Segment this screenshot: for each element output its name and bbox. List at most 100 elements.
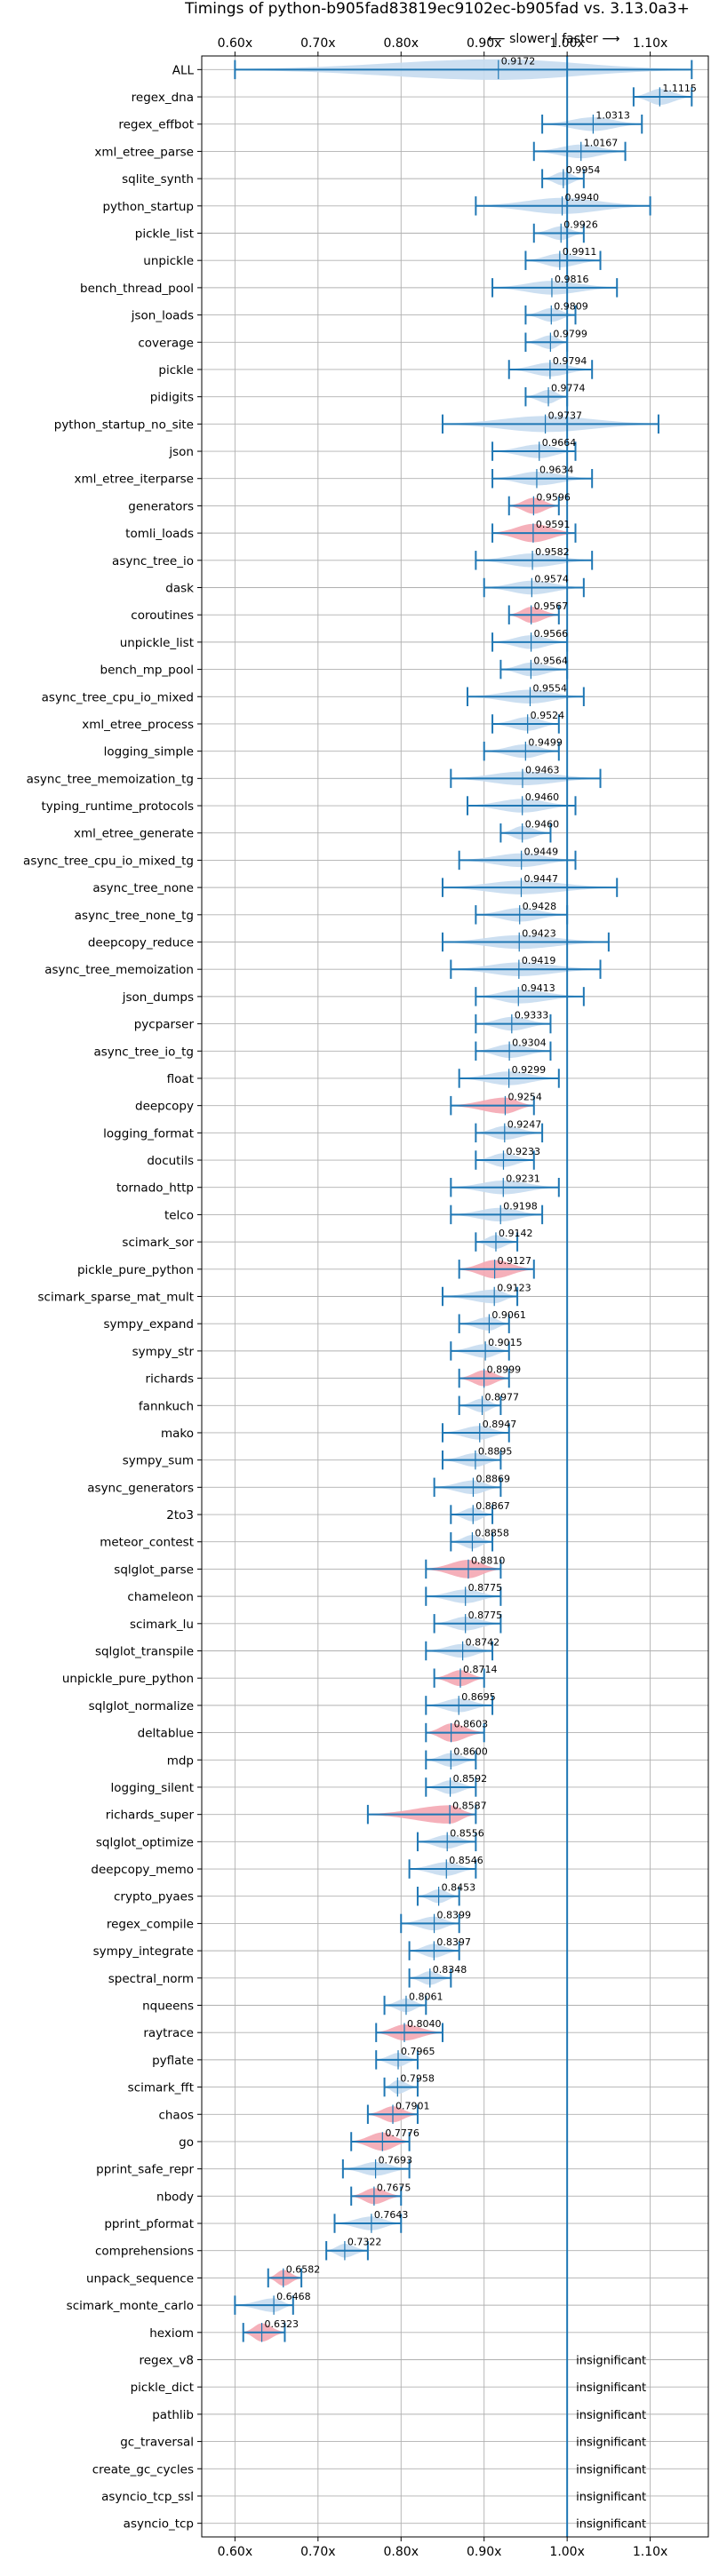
benchmark-label: sympy_str xyxy=(132,1345,195,1359)
value-label: 0.9809 xyxy=(554,301,588,313)
x-tick-label-top: 0.90x xyxy=(467,36,501,51)
insignificant-label: insignificant xyxy=(576,2381,646,2395)
benchmark-label: regex_compile xyxy=(107,1917,194,1931)
plot-frame xyxy=(201,55,709,2538)
benchmark-label: bench_thread_pool xyxy=(80,282,194,296)
insignificant-label: insignificant xyxy=(576,2409,646,2422)
value-label: 0.9564 xyxy=(533,656,568,667)
value-label: 0.8399 xyxy=(437,1909,472,1920)
insignificant-label: insignificant xyxy=(576,2518,646,2532)
value-label: 0.9198 xyxy=(503,1200,538,1212)
value-label: 0.9172 xyxy=(501,55,536,67)
value-label: 0.9304 xyxy=(512,1037,547,1048)
value-label: 0.8895 xyxy=(478,1446,513,1458)
benchmark-label: tomli_loads xyxy=(125,527,194,541)
benchmark-label: json xyxy=(168,445,194,459)
value-label: 0.9737 xyxy=(548,409,583,421)
value-label: 0.9566 xyxy=(534,628,569,640)
benchmark-label: logging_silent xyxy=(111,1781,194,1795)
benchmark-label: chameleon xyxy=(127,1590,194,1604)
benchmark-label: sqlglot_optimize xyxy=(96,1835,194,1849)
benchmark-label: deepcopy_reduce xyxy=(88,936,194,950)
x-tick-label-bottom: 0.90x xyxy=(467,2545,501,2559)
value-label: 0.9428 xyxy=(523,901,557,912)
benchmark-label: xml_etree_process xyxy=(82,718,194,732)
benchmark-label: typing_runtime_protocols xyxy=(42,799,195,814)
benchmark-label: unpickle xyxy=(143,254,194,268)
benchmark-label: async_tree_io_tg xyxy=(93,1045,194,1059)
value-label: 0.9123 xyxy=(497,1283,531,1294)
violins xyxy=(235,59,692,2342)
benchmark-label: pickle_pure_python xyxy=(77,1263,194,1277)
benchmark-label: regex_v8 xyxy=(139,2354,194,2368)
value-label: 0.9911 xyxy=(563,246,597,258)
benchmark-label: async_tree_memoization xyxy=(44,963,194,977)
benchmark-label: xml_etree_iterparse xyxy=(75,473,195,487)
value-label: 0.9142 xyxy=(499,1228,533,1239)
benchmark-label: nqueens xyxy=(142,2000,194,2014)
value-label: 0.9463 xyxy=(525,764,560,775)
benchmark-label: nbody xyxy=(156,2190,194,2204)
value-label: 1.1115 xyxy=(662,83,697,94)
value-label: 0.6468 xyxy=(276,2291,311,2302)
value-label: 0.6323 xyxy=(265,2318,300,2330)
benchmark-label: pathlib xyxy=(152,2408,194,2422)
benchmark-label: richards_super xyxy=(106,1809,195,1823)
benchmark-label: deltablue xyxy=(138,1727,194,1741)
x-tick-label-top: 1.10x xyxy=(633,36,667,51)
benchmark-label: async_tree_cpu_io_mixed xyxy=(42,690,194,704)
benchmark-label: async_tree_cpu_io_mixed_tg xyxy=(23,854,194,868)
x-tick-label-top: 0.80x xyxy=(384,36,419,51)
benchmark-label: sympy_integrate xyxy=(93,1944,194,1959)
benchmark-label: async_tree_memoization_tg xyxy=(27,772,194,786)
benchmark-label: sympy_sum xyxy=(123,1454,194,1468)
benchmark-label: bench_mp_pool xyxy=(100,664,194,678)
x-tick-label-bottom: 0.70x xyxy=(300,2545,335,2559)
value-label: 0.9574 xyxy=(534,574,569,585)
value-label: 0.8695 xyxy=(461,1691,496,1703)
benchmark-label: unpack_sequence xyxy=(86,2271,194,2286)
benchmark-label: async_tree_none xyxy=(92,881,194,895)
benchmark-label: meteor_contest xyxy=(100,1536,194,1550)
benchmark-label: tornado_http xyxy=(116,1181,194,1196)
value-label: 0.9449 xyxy=(524,846,559,857)
value-label: 1.0167 xyxy=(584,137,619,148)
benchmark-label: sqlglot_normalize xyxy=(89,1699,194,1713)
value-label: 0.9127 xyxy=(498,1255,532,1267)
chart-title: Timings of python-b905fad83819ec9102ec-b… xyxy=(184,0,690,18)
value-label: 0.7322 xyxy=(348,2237,382,2248)
benchmark-label: regex_effbot xyxy=(118,118,194,132)
benchmark-label: chaos xyxy=(158,2108,194,2122)
value-label: 0.9254 xyxy=(507,1092,542,1103)
value-label: 0.9460 xyxy=(525,819,560,831)
value-label: 0.9634 xyxy=(539,465,574,476)
value-label: 0.9233 xyxy=(506,1146,540,1157)
value-label: 0.9061 xyxy=(491,1309,526,1321)
benchmark-label: mdp xyxy=(167,1753,194,1768)
benchmark-label: sqlite_synth xyxy=(122,172,194,187)
value-label: 0.8587 xyxy=(452,1801,487,1812)
x-tick-label-bottom: 0.80x xyxy=(384,2545,419,2559)
x-tick-labels: 0.60x 0.60x 0.70x 0.70x 0.80x 0.80x 0.90x 0.90x… xyxy=(218,36,668,2559)
value-label: 0.9423 xyxy=(522,928,556,940)
value-label: 0.9554 xyxy=(532,682,567,694)
benchmark-label: python_startup_no_site xyxy=(54,417,194,432)
insignificant-label: insignificant xyxy=(576,2355,646,2368)
benchmark-label: pidigits xyxy=(150,391,194,405)
benchmark-label: pprint_safe_repr xyxy=(96,2163,194,2177)
value-label: 0.9794 xyxy=(553,355,587,367)
benchmark-label: mako xyxy=(161,1427,194,1441)
direction-label: ⟵ slower | faster ⟶ xyxy=(488,32,620,46)
value-label: 0.7901 xyxy=(395,2100,430,2111)
value-label: 0.8348 xyxy=(433,1964,467,1976)
benchmark-label: fannkuch xyxy=(139,1399,194,1413)
value-label: 0.9582 xyxy=(535,546,570,558)
value-label: 0.9940 xyxy=(565,192,600,203)
benchmark-label: unpickle_list xyxy=(120,636,194,650)
value-label: 0.8397 xyxy=(436,1936,471,1948)
benchmark-label: pprint_pformat xyxy=(104,2217,194,2231)
value-label: 0.9816 xyxy=(555,274,589,285)
benchmark-label: coverage xyxy=(138,336,194,350)
benchmark-label: 2to3 xyxy=(166,1508,194,1523)
